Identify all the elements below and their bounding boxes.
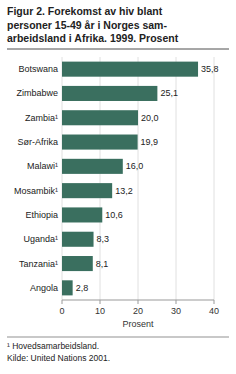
data-label: 25,1: [160, 88, 178, 98]
category-label: Zambia¹: [25, 113, 58, 123]
title-line: Figur 2. Forekomst av hiv blant: [7, 5, 163, 17]
chart-container: Figur 2. Forekomst av hiv blant personer …: [0, 0, 236, 374]
x-axis-label: Prosent: [122, 319, 154, 329]
data-label: 35,8: [201, 64, 219, 74]
x-axis: 0 10 20 30 40 Prosent: [59, 57, 219, 329]
category-label: Tanzania¹: [19, 259, 58, 269]
tick: [176, 300, 177, 304]
chart: Figur 2. Forekomst av hiv blant personer …: [0, 0, 236, 374]
bar: [62, 86, 157, 101]
data-label: 20,0: [141, 113, 159, 123]
category-label: Malawi¹: [27, 161, 58, 171]
category-label: Ethiopia: [25, 210, 58, 220]
bar: [62, 62, 198, 77]
tick-label: 10: [95, 306, 105, 316]
data-label: 10,6: [105, 210, 123, 220]
tick: [214, 300, 215, 304]
title-line: personer 15-49 år i Norges sam-: [7, 19, 167, 31]
bar: [62, 135, 138, 150]
footnote-rule: [7, 337, 229, 338]
footnote: ¹ Hovedsamarbeidsland.: [7, 341, 99, 351]
tick-label: 0: [59, 306, 64, 316]
data-label: 8,1: [96, 259, 109, 269]
data-label: 19,9: [141, 137, 159, 147]
grid-line: [214, 57, 215, 300]
bars: [62, 62, 198, 296]
data-label: 16,0: [126, 161, 144, 171]
bar: [62, 183, 112, 198]
tick-label: 30: [171, 306, 181, 316]
category-label: Sør-Afrika: [18, 137, 59, 147]
bar: [62, 232, 94, 247]
bar: [62, 207, 102, 222]
tick-label: 40: [209, 306, 219, 316]
bar: [62, 159, 123, 174]
tick: [62, 300, 63, 304]
bar: [62, 280, 73, 295]
category-label: Uganda¹: [23, 234, 58, 244]
bar: [62, 110, 138, 125]
data-label: 8,3: [97, 234, 110, 244]
tick: [138, 300, 139, 304]
category-label: Angola: [30, 283, 58, 293]
title: Figur 2. Forekomst av hiv blant personer …: [7, 5, 179, 44]
category-label: Mosambik¹: [14, 186, 58, 196]
labels: Botswana 35,8 Zimbabwe 25,1 Zambia¹ 20,0 Sør-A…: [14, 64, 219, 293]
data-label: 13,2: [115, 186, 133, 196]
tick: [100, 300, 101, 304]
title-rule: [7, 49, 229, 50]
category-label: Botswana: [18, 64, 58, 74]
footnote: Kilde: United Nations 2001.: [7, 353, 110, 363]
bar: [62, 256, 93, 271]
tick-label: 20: [133, 306, 143, 316]
x-axis-line: [62, 300, 214, 301]
category-label: Zimbabwe: [16, 88, 58, 98]
title-line: arbeidsland i Afrika. 1999. Prosent: [7, 32, 179, 44]
data-label: 2,8: [76, 283, 89, 293]
